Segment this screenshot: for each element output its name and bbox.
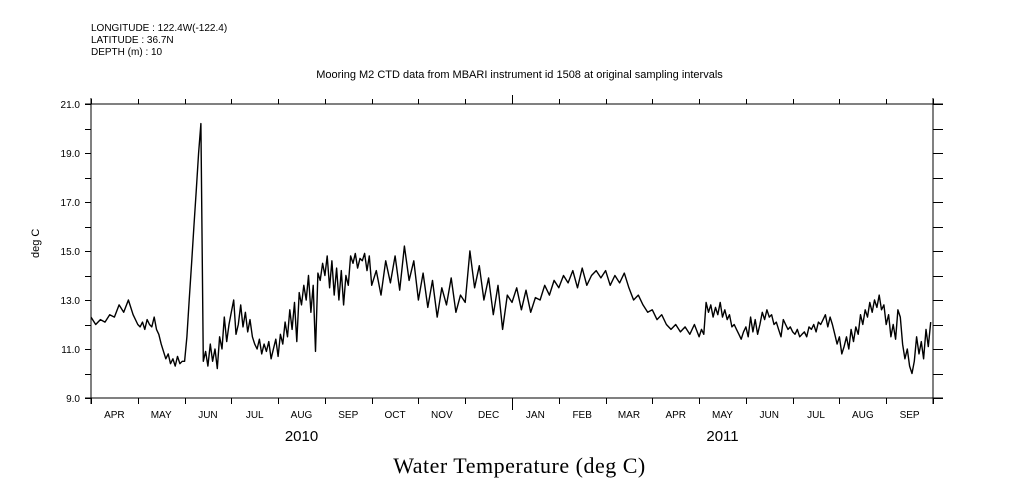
year-label: 2011 — [706, 428, 738, 445]
x-tick-label: AUG — [852, 410, 874, 421]
x-tick-label: DEC — [478, 410, 499, 421]
series-line — [90, 122, 932, 375]
x-tick-label: APR — [104, 410, 125, 421]
location-info: LONGITUDE : 122.4W(-122.4) LATITUDE : 36… — [91, 23, 227, 59]
y-tick-label: 13.0 — [61, 296, 81, 307]
x-tick-label: SEP — [900, 410, 920, 421]
depth-label: DEPTH (m) : 10 — [91, 47, 163, 58]
x-ticks: APR MAY JUN JUL AUG SEP OCT NOV DEC JAN FEB MAR APR M… — [91, 95, 934, 445]
chart-title: Mooring M2 CTD data from MBARI instrumen… — [316, 69, 723, 81]
x-tick-label: MAR — [618, 410, 640, 421]
y-tick-label: 9.0 — [66, 394, 80, 405]
x-tick-label: JUN — [760, 410, 779, 421]
x-tick-label: JAN — [526, 410, 545, 421]
latitude-label: LATITUDE : 36.7N — [91, 35, 174, 46]
x-tick-label: FEB — [572, 410, 592, 421]
y-ticks: 9.0 11.0 13.0 15.0 17.0 19.0 21.0 — [61, 100, 943, 405]
x-tick-label: APR — [665, 410, 686, 421]
year-label: 2010 — [285, 428, 318, 445]
x-tick-label: OCT — [385, 410, 406, 421]
y-tick-label: 15.0 — [61, 247, 81, 258]
y-tick-label: 17.0 — [61, 198, 81, 209]
x-tick-label: SEP — [338, 410, 358, 421]
longitude-label: LONGITUDE : 122.4W(-122.4) — [91, 23, 228, 34]
chart-caption: Water Temperature (deg C) — [393, 453, 646, 478]
x-tick-label: JUL — [807, 410, 825, 421]
x-tick-label: JUL — [246, 410, 264, 421]
y-tick-label: 11.0 — [61, 345, 80, 356]
x-tick-label: JUN — [198, 410, 217, 421]
series — [90, 122, 932, 375]
x-tick-label: MAY — [712, 410, 733, 421]
y-tick-label: 21.0 — [61, 100, 81, 111]
y-tick-label: 19.0 — [61, 149, 81, 160]
x-tick-label: MAY — [151, 410, 172, 421]
x-tick-label: NOV — [431, 410, 453, 421]
x-tick-label: AUG — [291, 410, 313, 421]
